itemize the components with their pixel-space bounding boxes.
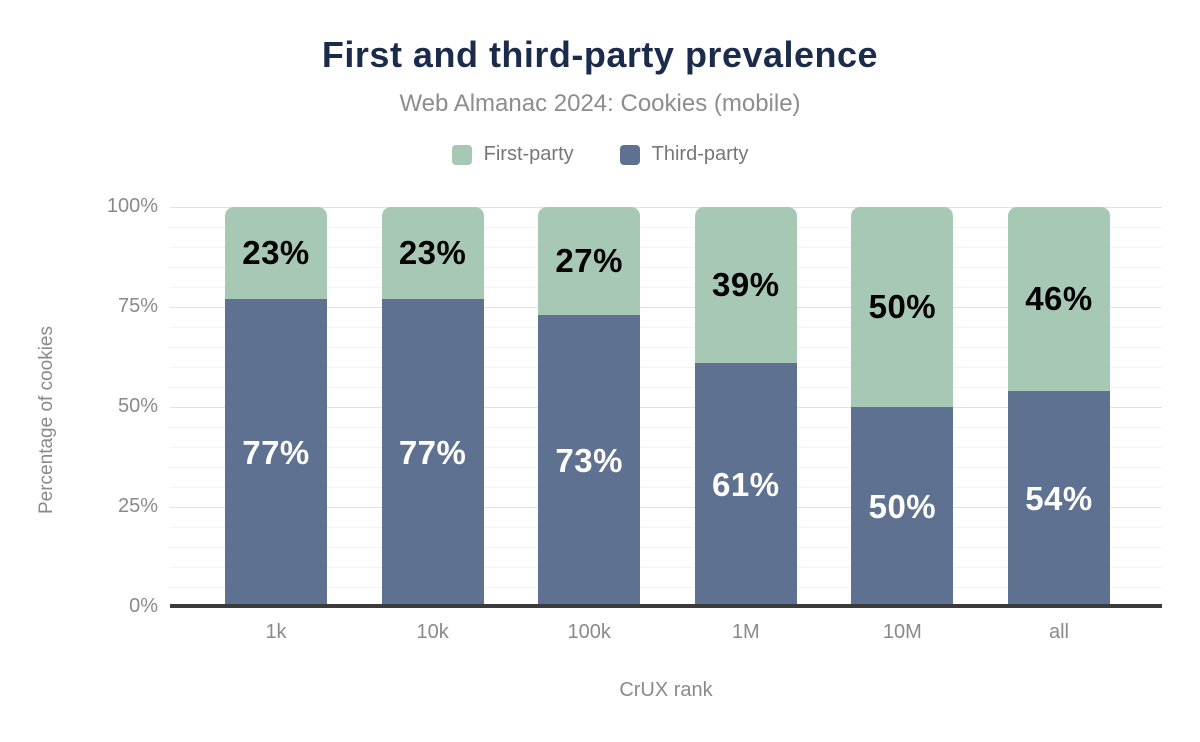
y-tick-label: 25% bbox=[117, 495, 158, 517]
y-tick-label: 0% bbox=[129, 595, 158, 617]
minor-gridline bbox=[170, 447, 1162, 448]
segment-third-party[interactable]: 77% bbox=[381, 299, 484, 607]
x-tick-label: 10k bbox=[416, 621, 449, 643]
minor-gridline bbox=[170, 247, 1162, 248]
x-axis-line bbox=[170, 604, 1162, 608]
segment-first-party[interactable]: 23% bbox=[225, 207, 327, 299]
value-label: 54% bbox=[1025, 480, 1093, 517]
x-axis-ticks: 1k 10k 100k 1M 10M all bbox=[170, 621, 1162, 644]
y-tick-label: 75% bbox=[117, 295, 158, 317]
legend: First-party Third-party bbox=[0, 143, 1200, 166]
value-label: 73% bbox=[555, 442, 623, 479]
minor-gridline bbox=[170, 427, 1162, 428]
value-label: 77% bbox=[242, 434, 310, 471]
segment-third-party[interactable]: 77% bbox=[225, 299, 327, 607]
x-tick-label: 1k bbox=[265, 621, 287, 643]
bar-1k[interactable]: 23% 77% bbox=[225, 207, 327, 607]
legend-item-first-party[interactable]: First-party bbox=[451, 143, 574, 166]
minor-gridline bbox=[170, 267, 1162, 268]
value-label: 23% bbox=[242, 234, 310, 271]
x-tick-label: 10M bbox=[882, 621, 922, 643]
minor-gridline bbox=[170, 327, 1162, 328]
value-label: 27% bbox=[555, 242, 623, 279]
major-gridline bbox=[170, 207, 1162, 208]
legend-swatch-third-party bbox=[619, 144, 640, 165]
minor-gridline bbox=[170, 287, 1162, 288]
minor-gridline bbox=[170, 527, 1162, 528]
value-label: 77% bbox=[398, 434, 467, 471]
x-tick-label: 100k bbox=[567, 621, 611, 643]
plot-area: 23% 77% 23% 77% 27% 73% 39% 61% 50% 50% 46% 54% bbox=[170, 207, 1162, 608]
bar-1m[interactable]: 39% 61% bbox=[694, 207, 797, 607]
bar-100k[interactable]: 27% 73% bbox=[538, 207, 641, 607]
segment-third-party[interactable]: 73% bbox=[538, 315, 641, 607]
value-label: 61% bbox=[712, 466, 780, 503]
major-gridline bbox=[170, 307, 1162, 308]
minor-gridline bbox=[170, 567, 1162, 568]
value-label: 46% bbox=[1025, 280, 1093, 317]
segment-first-party[interactable]: 50% bbox=[851, 207, 954, 407]
chart-title: First and third-party prevalence bbox=[321, 34, 879, 75]
major-gridline bbox=[170, 507, 1162, 508]
value-label: 39% bbox=[712, 266, 780, 303]
major-gridline bbox=[170, 407, 1162, 408]
segment-first-party[interactable]: 23% bbox=[381, 207, 484, 299]
x-axis-title: CrUX rank bbox=[619, 679, 713, 701]
bar-group: 23% 77% 23% 77% 27% 73% 39% 61% 50% 50% 46% 54% bbox=[170, 207, 1162, 607]
minor-gridline bbox=[170, 227, 1162, 228]
minor-gridline bbox=[170, 587, 1162, 588]
segment-first-party[interactable]: 39% bbox=[694, 207, 797, 363]
x-tick-label: 1M bbox=[731, 621, 760, 643]
segment-first-party[interactable]: 27% bbox=[538, 207, 641, 315]
bar-10k[interactable]: 23% 77% bbox=[381, 207, 484, 607]
minor-gridline bbox=[170, 487, 1162, 488]
segment-first-party[interactable]: 46% bbox=[1007, 207, 1110, 391]
segment-third-party[interactable]: 50% bbox=[851, 407, 954, 607]
value-label: 50% bbox=[868, 288, 937, 325]
legend-swatch-first-party bbox=[451, 144, 472, 165]
chart-subtitle: Web Almanac 2024: Cookies (mobile) bbox=[399, 90, 801, 117]
value-label: 50% bbox=[868, 488, 937, 525]
x-tick-label: all bbox=[1048, 621, 1069, 643]
minor-gridline bbox=[170, 347, 1162, 348]
y-axis-title: Percentage of cookies bbox=[36, 325, 57, 515]
minor-gridline bbox=[170, 367, 1162, 368]
bar-all[interactable]: 46% 54% bbox=[1007, 207, 1110, 607]
minor-gridline bbox=[170, 547, 1162, 548]
legend-label: Third-party bbox=[651, 143, 749, 165]
segment-third-party[interactable]: 61% bbox=[694, 363, 797, 607]
legend-item-third-party[interactable]: Third-party bbox=[619, 143, 749, 166]
bar-10m[interactable]: 50% 50% bbox=[851, 207, 954, 607]
minor-gridline bbox=[170, 467, 1162, 468]
y-tick-label: 50% bbox=[117, 395, 158, 417]
value-label: 23% bbox=[398, 234, 467, 271]
legend-label: First-party bbox=[483, 143, 574, 165]
y-tick-label: 100% bbox=[106, 195, 158, 217]
minor-gridline bbox=[170, 387, 1162, 388]
segment-third-party[interactable]: 54% bbox=[1007, 391, 1110, 607]
